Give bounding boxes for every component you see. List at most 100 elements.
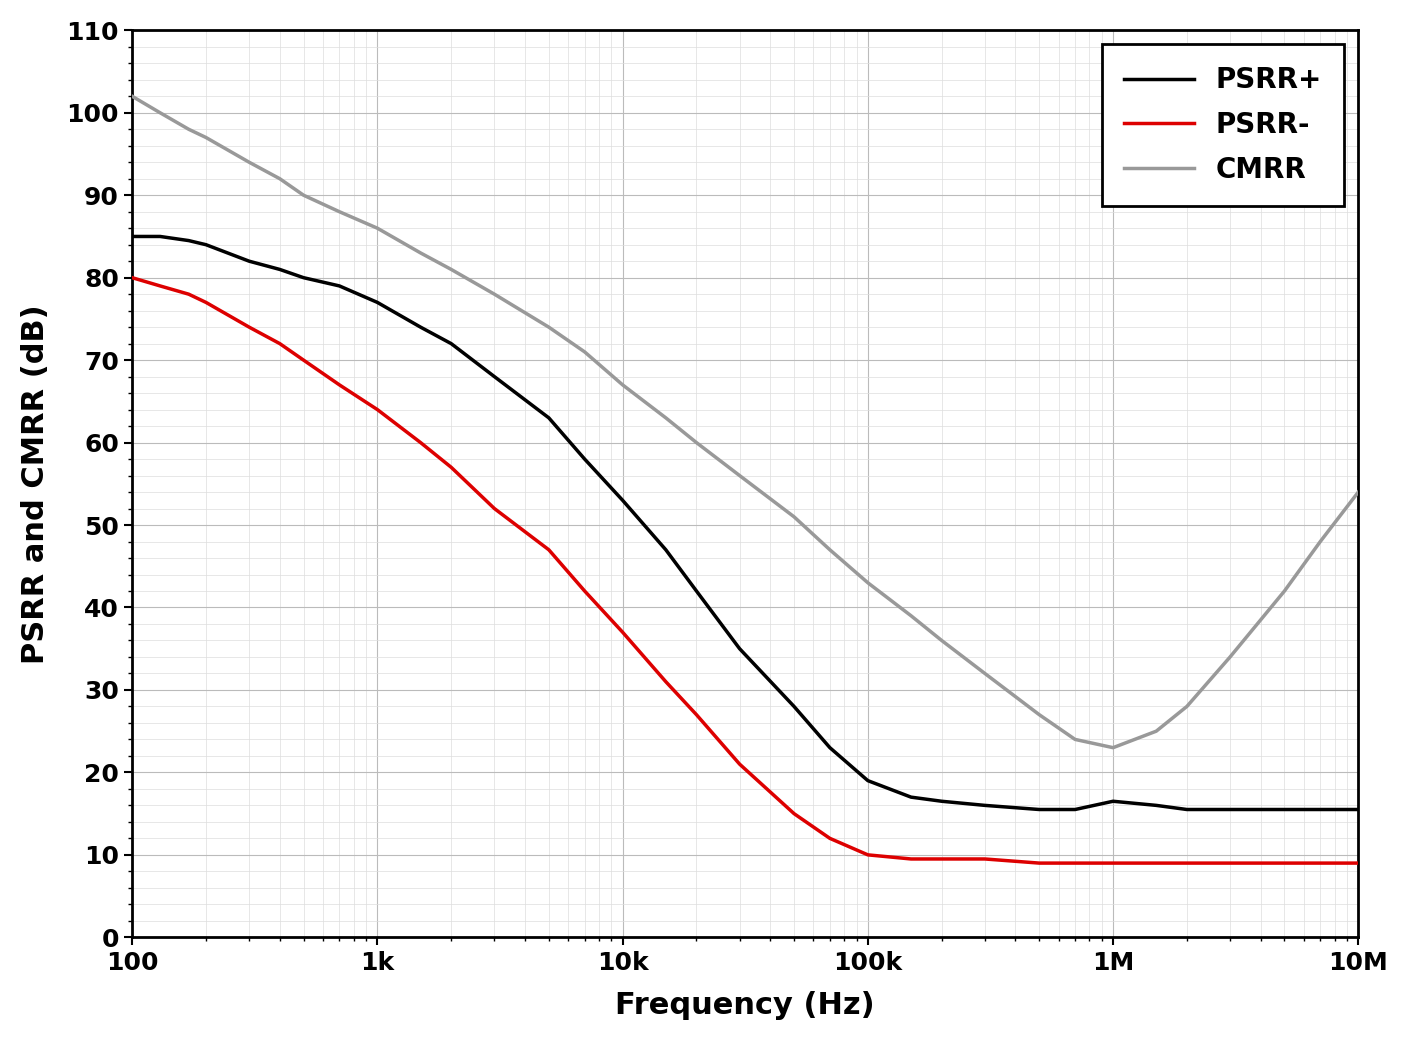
PSRR- bbox=[294, 354, 311, 366]
PSRR+ bbox=[369, 297, 386, 309]
PSRR- bbox=[1031, 857, 1048, 869]
PSRR- bbox=[786, 808, 803, 820]
Line: CMRR: CMRR bbox=[132, 97, 1358, 747]
PSRR+ bbox=[1350, 804, 1367, 816]
CMRR bbox=[1277, 585, 1293, 598]
PSRR- bbox=[369, 403, 386, 415]
CMRR bbox=[576, 346, 593, 358]
CMRR bbox=[614, 379, 631, 391]
PSRR+ bbox=[1067, 804, 1084, 816]
PSRR+ bbox=[1277, 804, 1293, 816]
PSRR- bbox=[859, 848, 876, 861]
PSRR+ bbox=[197, 238, 214, 251]
PSRR+ bbox=[1178, 804, 1195, 816]
CMRR bbox=[152, 106, 169, 119]
PSRR+ bbox=[272, 263, 289, 276]
PSRR- bbox=[903, 853, 920, 865]
CMRR bbox=[442, 263, 459, 276]
CMRR bbox=[903, 609, 920, 621]
PSRR+ bbox=[976, 799, 993, 812]
PSRR- bbox=[1067, 857, 1084, 869]
PSRR- bbox=[197, 297, 214, 309]
PSRR+ bbox=[294, 272, 311, 284]
PSRR+ bbox=[786, 701, 803, 713]
CMRR bbox=[821, 543, 838, 556]
CMRR bbox=[294, 189, 311, 202]
CMRR bbox=[369, 222, 386, 234]
CMRR bbox=[658, 411, 675, 424]
Legend: PSRR+, PSRR-, CMRR: PSRR+, PSRR-, CMRR bbox=[1102, 44, 1344, 206]
PSRR- bbox=[976, 853, 993, 865]
CMRR bbox=[1222, 651, 1239, 663]
CMRR bbox=[976, 667, 993, 680]
PSRR+ bbox=[541, 411, 558, 424]
PSRR+ bbox=[859, 775, 876, 787]
PSRR+ bbox=[331, 280, 348, 293]
PSRR+ bbox=[152, 230, 169, 243]
CMRR bbox=[241, 156, 258, 169]
PSRR- bbox=[272, 337, 289, 350]
PSRR- bbox=[124, 272, 141, 284]
CMRR bbox=[1350, 486, 1367, 499]
CMRR bbox=[731, 469, 748, 482]
PSRR+ bbox=[821, 741, 838, 754]
PSRR- bbox=[933, 853, 950, 865]
Y-axis label: PSRR and CMRR (dB): PSRR and CMRR (dB) bbox=[21, 304, 49, 663]
PSRR+ bbox=[180, 234, 197, 247]
PSRR+ bbox=[658, 543, 675, 556]
PSRR- bbox=[180, 288, 197, 301]
PSRR- bbox=[1277, 857, 1293, 869]
PSRR+ bbox=[241, 255, 258, 268]
PSRR- bbox=[614, 626, 631, 638]
PSRR+ bbox=[124, 230, 141, 243]
PSRR- bbox=[442, 461, 459, 474]
CMRR bbox=[272, 173, 289, 185]
PSRR+ bbox=[486, 371, 503, 383]
PSRR- bbox=[541, 543, 558, 556]
PSRR+ bbox=[1031, 804, 1048, 816]
PSRR+ bbox=[933, 795, 950, 808]
CMRR bbox=[180, 123, 197, 135]
CMRR bbox=[1067, 733, 1084, 745]
PSRR+ bbox=[614, 494, 631, 507]
CMRR bbox=[1148, 725, 1165, 737]
PSRR+ bbox=[1222, 804, 1239, 816]
CMRR bbox=[331, 205, 348, 218]
PSRR+ bbox=[413, 321, 430, 333]
PSRR- bbox=[152, 280, 169, 293]
Line: PSRR-: PSRR- bbox=[132, 278, 1358, 863]
PSRR- bbox=[688, 709, 704, 721]
PSRR+ bbox=[576, 453, 593, 465]
CMRR bbox=[1105, 741, 1122, 754]
Line: PSRR+: PSRR+ bbox=[132, 236, 1358, 810]
PSRR- bbox=[1148, 857, 1165, 869]
PSRR- bbox=[1178, 857, 1195, 869]
PSRR- bbox=[1105, 857, 1122, 869]
CMRR bbox=[859, 577, 876, 589]
CMRR bbox=[1178, 701, 1195, 713]
PSRR- bbox=[658, 676, 675, 688]
CMRR bbox=[1312, 535, 1329, 548]
PSRR- bbox=[1222, 857, 1239, 869]
X-axis label: Frequency (Hz): Frequency (Hz) bbox=[616, 991, 875, 1020]
PSRR- bbox=[1312, 857, 1329, 869]
PSRR- bbox=[331, 379, 348, 391]
PSRR- bbox=[731, 758, 748, 770]
PSRR+ bbox=[731, 642, 748, 655]
PSRR+ bbox=[442, 337, 459, 350]
CMRR bbox=[124, 91, 141, 103]
PSRR- bbox=[821, 832, 838, 844]
CMRR bbox=[541, 321, 558, 333]
PSRR- bbox=[413, 436, 430, 449]
PSRR- bbox=[1350, 857, 1367, 869]
PSRR+ bbox=[1105, 795, 1122, 808]
PSRR- bbox=[486, 503, 503, 515]
PSRR+ bbox=[1148, 799, 1165, 812]
CMRR bbox=[1031, 709, 1048, 721]
PSRR+ bbox=[1312, 804, 1329, 816]
PSRR+ bbox=[903, 791, 920, 804]
PSRR+ bbox=[688, 585, 704, 598]
CMRR bbox=[413, 247, 430, 259]
CMRR bbox=[688, 436, 704, 449]
CMRR bbox=[486, 288, 503, 301]
